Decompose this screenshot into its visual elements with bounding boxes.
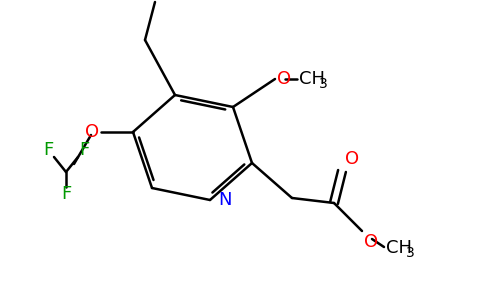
Text: F: F xyxy=(43,141,53,159)
Text: 3: 3 xyxy=(319,77,328,91)
Text: O: O xyxy=(277,70,291,88)
Text: 3: 3 xyxy=(406,246,415,260)
Text: CH: CH xyxy=(386,239,412,257)
Text: F: F xyxy=(79,141,89,159)
Text: O: O xyxy=(345,150,359,168)
Text: O: O xyxy=(364,233,378,251)
Text: O: O xyxy=(85,123,99,141)
Text: F: F xyxy=(61,185,71,203)
Text: CH: CH xyxy=(299,70,325,88)
Text: N: N xyxy=(218,191,231,209)
